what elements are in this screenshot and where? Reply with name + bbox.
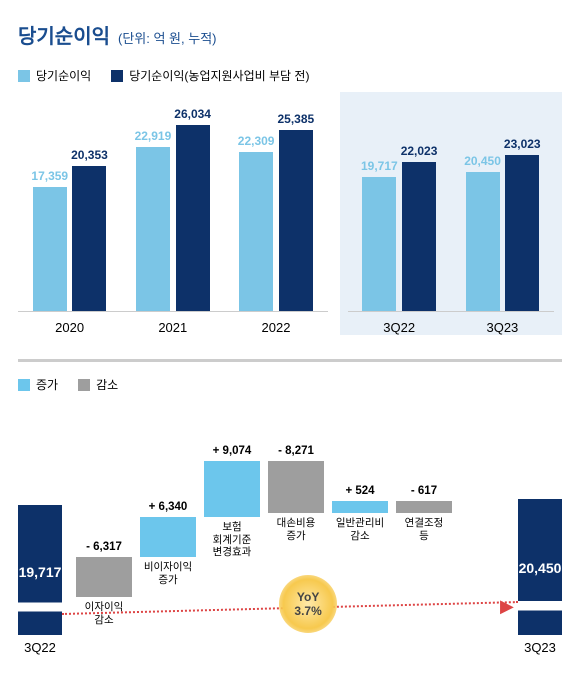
legend-swatch-dec bbox=[78, 379, 90, 391]
bar-value: 23,023 bbox=[504, 137, 541, 151]
chart-subtitle: (단위: 억 원, 누적) bbox=[118, 28, 216, 47]
waterfall-step-value: + 9,074 bbox=[204, 445, 260, 457]
waterfall-start-value: 19,717 bbox=[18, 564, 62, 580]
legend-swatch-1 bbox=[18, 70, 30, 82]
waterfall-step-bar bbox=[332, 501, 388, 513]
waterfall-end-value: 20,450 bbox=[518, 560, 562, 576]
waterfall-step-label: 보험 회계기준 변경효과 bbox=[204, 521, 260, 559]
bar bbox=[279, 130, 313, 311]
waterfall-chart: 19,7173Q22- 6,317이자이익 감소+ 6,340비이자이익 증가+… bbox=[18, 405, 562, 655]
bar bbox=[362, 177, 396, 311]
waterfall-step-bar bbox=[140, 517, 196, 557]
waterfall-legend: 증가 감소 bbox=[18, 376, 562, 393]
bar-value: 17,359 bbox=[31, 169, 68, 183]
bar-group: 22,91926,034 bbox=[135, 107, 211, 311]
bar bbox=[239, 152, 273, 311]
legend-swatch-inc bbox=[18, 379, 30, 391]
bar-group: 22,30925,385 bbox=[238, 112, 314, 311]
bar bbox=[33, 187, 67, 311]
legend-label-1: 당기순이익 bbox=[36, 67, 91, 84]
bar-group: 20,45023,023 bbox=[464, 137, 540, 311]
waterfall-step-value: - 617 bbox=[396, 485, 452, 497]
waterfall-start-label: 3Q22 bbox=[18, 640, 62, 655]
x-axis-label: 2022 bbox=[262, 320, 291, 335]
legend-label-2: 당기순이익(농업지원사업비 부담 전) bbox=[129, 67, 309, 84]
waterfall-step-value: - 6,317 bbox=[76, 541, 132, 553]
chart-title: 당기순이익 bbox=[18, 20, 110, 49]
bar-value: 22,919 bbox=[135, 129, 172, 143]
bar bbox=[466, 172, 500, 311]
waterfall-step-bar bbox=[204, 461, 260, 517]
waterfall-step-value: + 524 bbox=[332, 485, 388, 497]
yoy-value: 3.7% bbox=[294, 604, 321, 618]
bar-value: 19,717 bbox=[361, 159, 398, 173]
bar-value: 20,450 bbox=[464, 154, 501, 168]
x-axis-label: 3Q23 bbox=[486, 320, 518, 335]
bar-group: 17,35920,353 bbox=[31, 148, 107, 311]
bar bbox=[136, 147, 170, 311]
bar-value: 22,023 bbox=[401, 144, 438, 158]
waterfall-step-label: 일반관리비 감소 bbox=[332, 517, 388, 542]
yearly-chart: 17,35920,353 22,91926,034 22,30925,385 202… bbox=[18, 92, 328, 335]
bar bbox=[402, 162, 436, 311]
waterfall-step-bar bbox=[268, 461, 324, 513]
waterfall-step-label: 비이자이익 증가 bbox=[140, 561, 196, 586]
waterfall-step-value: + 6,340 bbox=[140, 501, 196, 513]
waterfall-step-bar bbox=[396, 501, 452, 513]
waterfall-end-bar: 20,450 bbox=[518, 499, 562, 635]
trend-arrow-icon: ▶ bbox=[500, 596, 514, 617]
legend-label-dec: 감소 bbox=[96, 376, 118, 393]
bar-value: 25,385 bbox=[277, 112, 314, 126]
waterfall-step-value: - 8,271 bbox=[268, 445, 324, 457]
bar-value: 26,034 bbox=[174, 107, 211, 121]
x-axis-label: 2021 bbox=[158, 320, 187, 335]
bar-value: 20,353 bbox=[71, 148, 108, 162]
yoy-label: YoY bbox=[297, 590, 319, 604]
section-divider bbox=[18, 359, 562, 362]
waterfall-step-bar bbox=[76, 557, 132, 597]
bar bbox=[505, 155, 539, 311]
legend-swatch-2 bbox=[111, 70, 123, 82]
quarterly-chart: 19,71722,023 20,45023,023 3Q22 3Q23 bbox=[340, 92, 562, 335]
bar bbox=[72, 166, 106, 311]
bar-value: 22,309 bbox=[238, 134, 275, 148]
waterfall-end-label: 3Q23 bbox=[518, 640, 562, 655]
x-axis-label: 2020 bbox=[55, 320, 84, 335]
waterfall-start-bar: 19,717 bbox=[18, 505, 62, 635]
bar-group: 19,71722,023 bbox=[361, 144, 437, 311]
bar bbox=[176, 125, 210, 311]
waterfall-step-label: 연결조정 등 bbox=[396, 517, 452, 542]
legend-label-inc: 증가 bbox=[36, 376, 58, 393]
legend-top: 당기순이익 당기순이익(농업지원사업비 부담 전) bbox=[18, 67, 562, 84]
waterfall-step-label: 대손비용 증가 bbox=[268, 517, 324, 542]
yoy-badge: YoY3.7% bbox=[279, 575, 337, 633]
x-axis-label: 3Q22 bbox=[383, 320, 415, 335]
